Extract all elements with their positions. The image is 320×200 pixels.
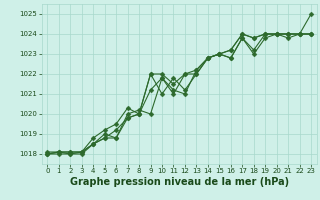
X-axis label: Graphe pression niveau de la mer (hPa): Graphe pression niveau de la mer (hPa) [70,177,289,187]
